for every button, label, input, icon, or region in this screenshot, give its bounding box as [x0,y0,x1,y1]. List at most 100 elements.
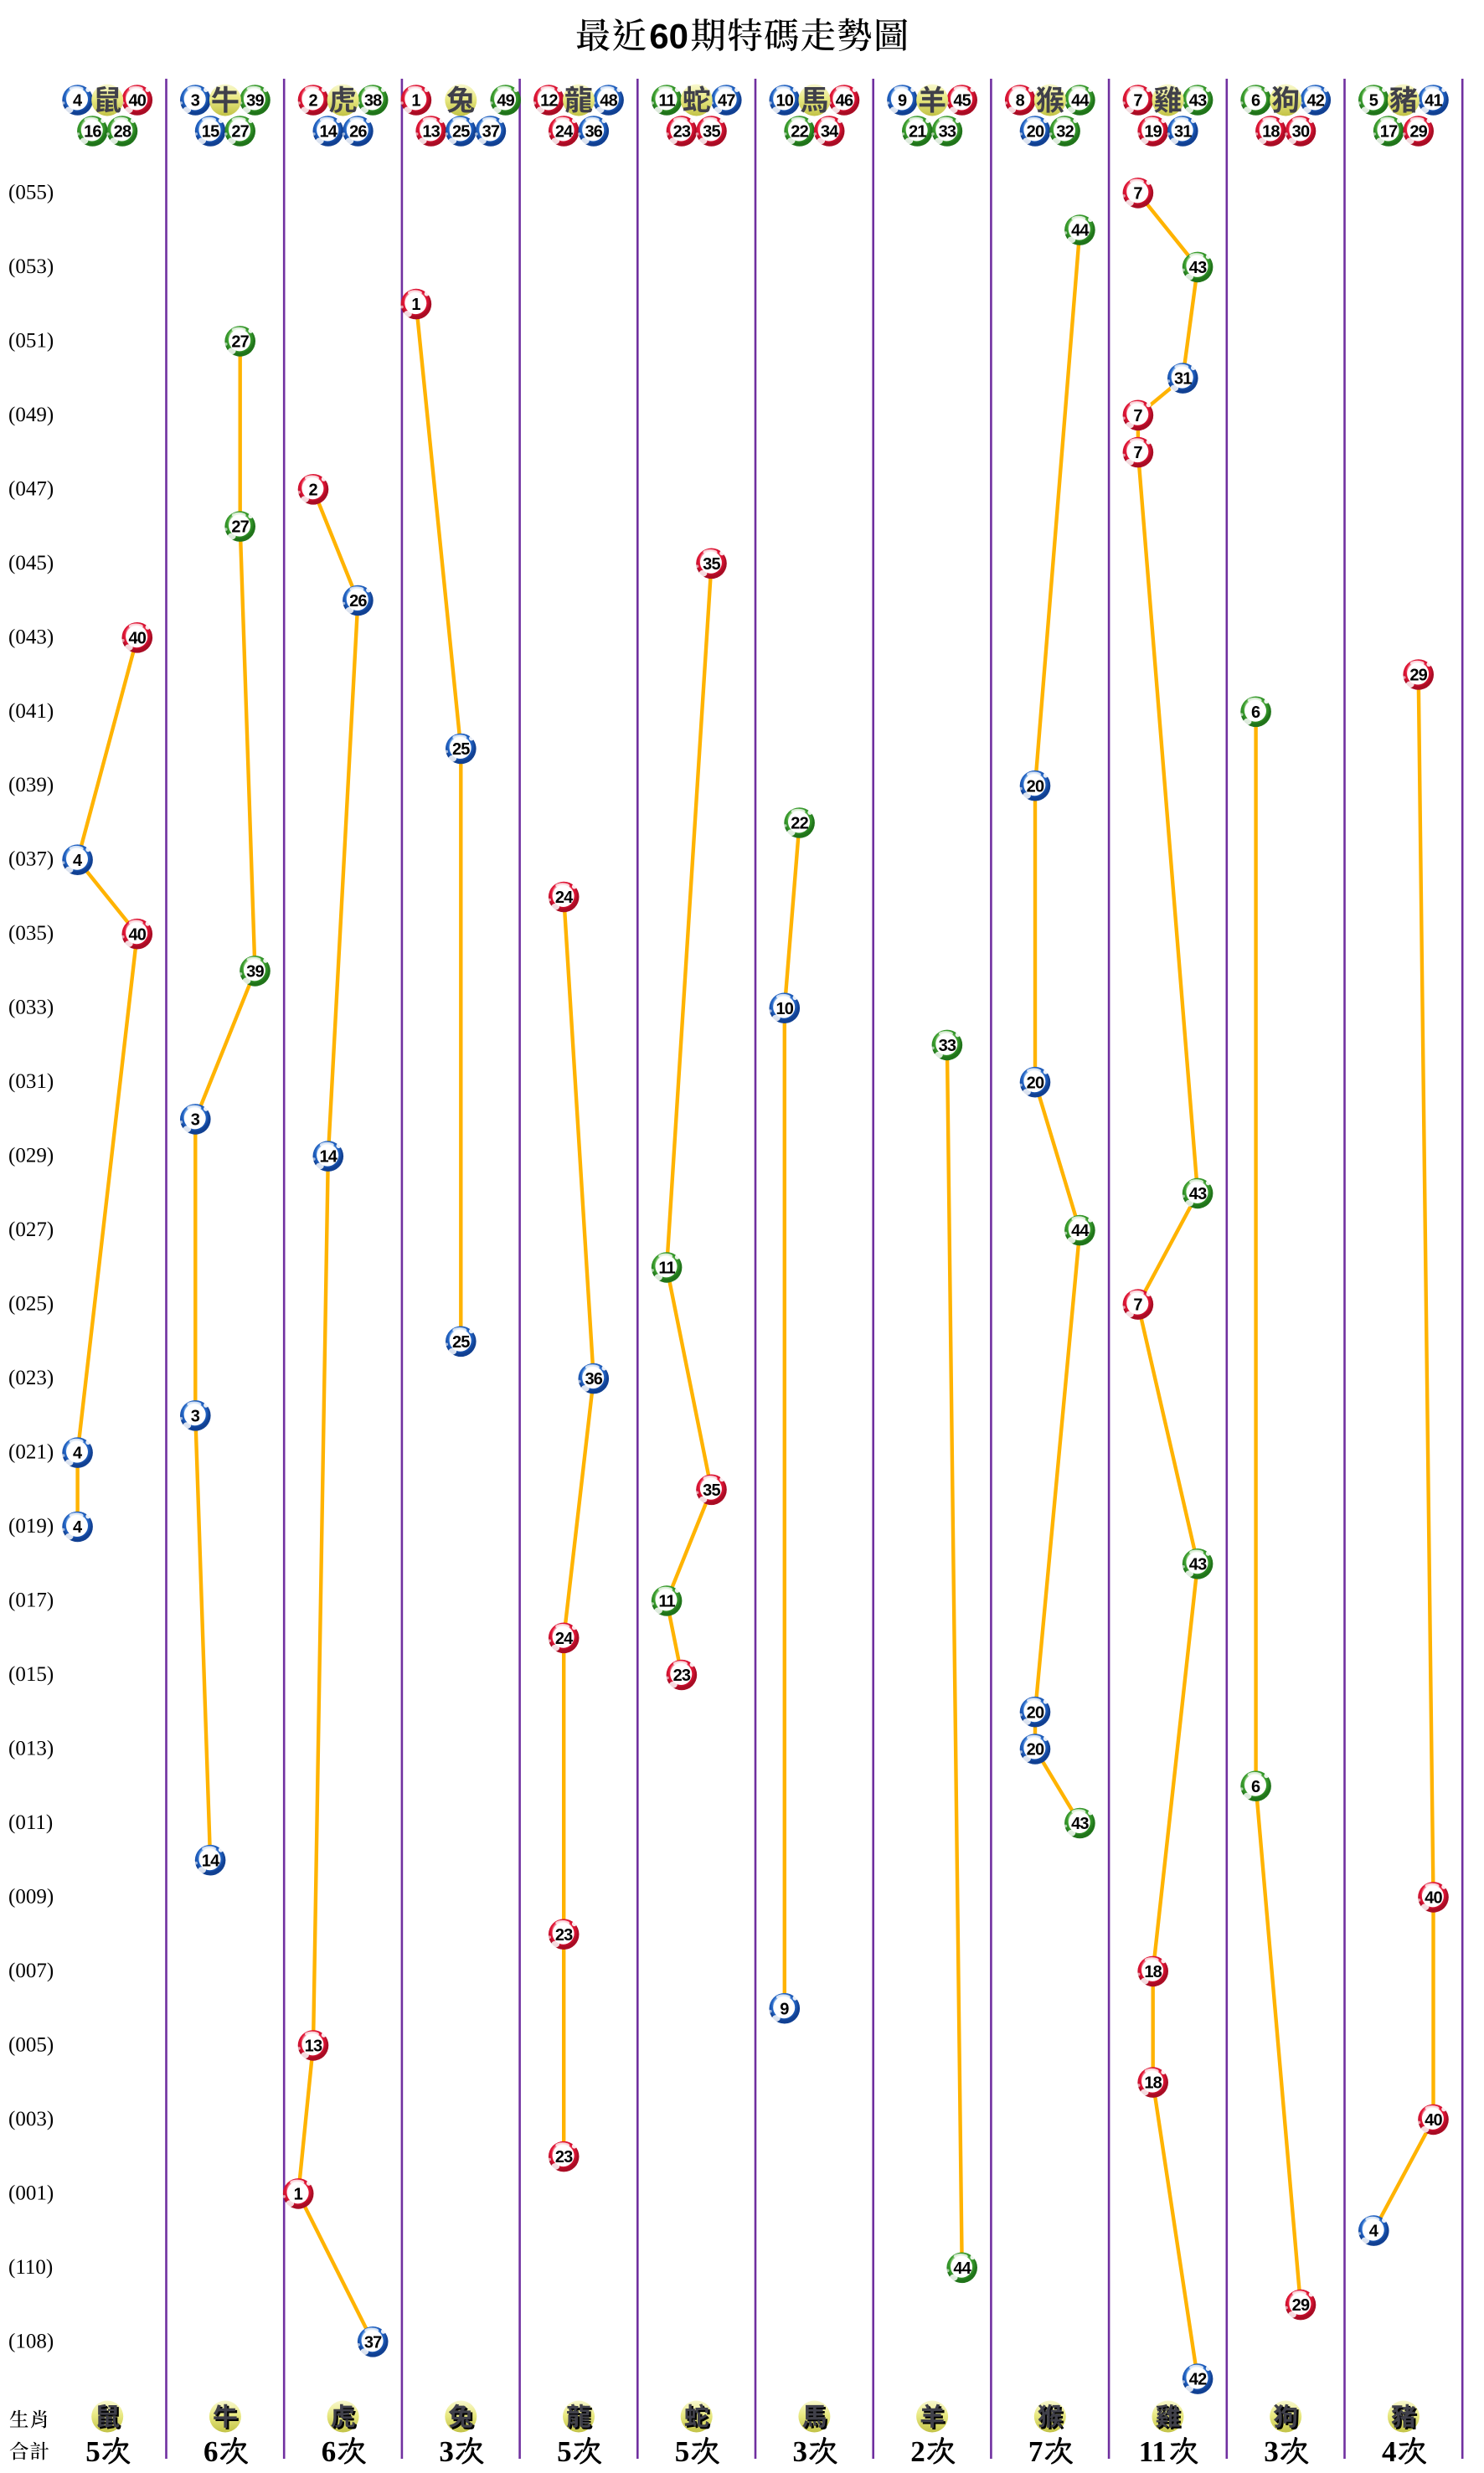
svg-text:4: 4 [1382,2435,1397,2468]
svg-text:10: 10 [775,1000,793,1018]
svg-text:49: 49 [497,92,514,111]
svg-text:7: 7 [1133,92,1142,111]
svg-text:27: 27 [231,333,249,352]
svg-text:12: 12 [540,92,558,111]
svg-text:(055): (055) [8,181,54,204]
svg-text:22: 22 [791,123,808,142]
svg-text:35: 35 [703,1481,720,1500]
svg-text:20: 20 [1027,1074,1044,1092]
svg-text:48: 48 [600,92,617,111]
svg-text:27: 27 [231,518,249,537]
svg-text:(035): (035) [8,922,54,945]
svg-text:36: 36 [585,1370,602,1388]
svg-text:5: 5 [675,2435,690,2468]
svg-text:18: 18 [1144,2074,1162,2093]
svg-text:31: 31 [1174,123,1192,142]
svg-text:43: 43 [1189,1185,1207,1203]
svg-text:(029): (029) [8,1145,54,1167]
svg-text:3: 3 [439,2435,454,2468]
svg-text:7: 7 [1133,407,1142,425]
svg-text:4: 4 [73,1518,83,1537]
svg-text:3: 3 [793,2435,808,2468]
svg-text:(051): (051) [8,329,54,352]
svg-text:9: 9 [780,2000,789,2018]
svg-text:37: 37 [482,123,500,142]
svg-text:3: 3 [191,92,200,111]
svg-text:13: 13 [422,123,440,142]
svg-text:7: 7 [1028,2435,1043,2468]
svg-text:(041): (041) [8,700,54,723]
svg-text:(049): (049) [8,404,54,426]
svg-text:(110): (110) [8,2256,53,2279]
svg-text:17: 17 [1380,123,1398,142]
svg-text:39: 39 [246,92,264,111]
svg-text:11: 11 [1139,2435,1167,2468]
svg-text:3: 3 [1264,2435,1279,2468]
svg-text:43: 43 [1189,1555,1207,1574]
svg-text:6: 6 [1251,92,1260,111]
svg-text:(037): (037) [8,848,54,871]
svg-text:1: 1 [411,296,420,314]
svg-text:6: 6 [1251,703,1260,722]
svg-text:24: 24 [555,123,574,142]
svg-text:25: 25 [452,1333,470,1352]
svg-text:20: 20 [1027,1703,1044,1722]
svg-text:47: 47 [718,92,735,111]
svg-text:(015): (015) [8,1663,54,1686]
svg-text:(009): (009) [8,1885,54,1908]
svg-text:(023): (023) [8,1367,54,1389]
svg-text:43: 43 [1189,92,1207,111]
svg-text:6: 6 [204,2435,219,2468]
svg-text:14: 14 [202,1852,220,1870]
svg-text:20: 20 [1027,1741,1044,1759]
svg-text:1: 1 [294,2186,303,2204]
svg-text:5: 5 [557,2435,572,2468]
svg-text:31: 31 [1174,370,1192,389]
svg-text:29: 29 [1409,123,1427,142]
svg-text:6: 6 [1251,1778,1260,1796]
svg-text:25: 25 [452,740,470,759]
svg-text:35: 35 [703,123,720,142]
svg-text:9: 9 [898,92,907,111]
svg-text:(013): (013) [8,1738,54,1760]
svg-text:44: 44 [1071,222,1090,240]
svg-text:(053): (053) [8,255,54,278]
svg-text:2: 2 [910,2435,925,2468]
svg-text:(033): (033) [8,997,54,1019]
svg-text:29: 29 [1409,667,1427,685]
svg-text:27: 27 [231,123,249,142]
svg-text:33: 33 [939,123,956,142]
svg-text:5: 5 [85,2435,100,2468]
svg-text:18: 18 [1144,1963,1162,1981]
svg-text:33: 33 [939,1037,956,1055]
svg-text:24: 24 [555,889,574,907]
svg-text:18: 18 [1262,123,1280,142]
svg-text:11: 11 [658,1260,675,1278]
svg-text:(025): (025) [8,1293,54,1316]
svg-text:14: 14 [319,123,338,142]
svg-text:13: 13 [305,2038,322,2056]
svg-text:28: 28 [114,123,131,142]
svg-text:2: 2 [308,481,317,499]
svg-text:7: 7 [1133,1296,1142,1315]
svg-text:15: 15 [202,123,219,142]
svg-text:38: 38 [364,92,382,111]
svg-text:4: 4 [73,92,83,111]
svg-text:25: 25 [452,123,470,142]
svg-text:46: 46 [836,92,853,111]
svg-text:22: 22 [791,815,808,833]
svg-text:24: 24 [555,1630,574,1648]
svg-text:26: 26 [349,592,367,611]
svg-text:1: 1 [411,92,420,111]
svg-text:20: 20 [1027,777,1044,796]
svg-text:(007): (007) [8,1960,54,1982]
svg-text:39: 39 [246,963,264,981]
svg-text:(001): (001) [8,2182,54,2204]
svg-text:43: 43 [1071,1815,1089,1833]
svg-text:(017): (017) [8,1589,54,1612]
svg-text:6: 6 [322,2435,337,2468]
svg-text:3: 3 [191,1407,200,1425]
svg-text:30: 30 [1292,123,1310,142]
svg-text:11: 11 [658,92,675,111]
svg-text:23: 23 [673,1667,691,1685]
